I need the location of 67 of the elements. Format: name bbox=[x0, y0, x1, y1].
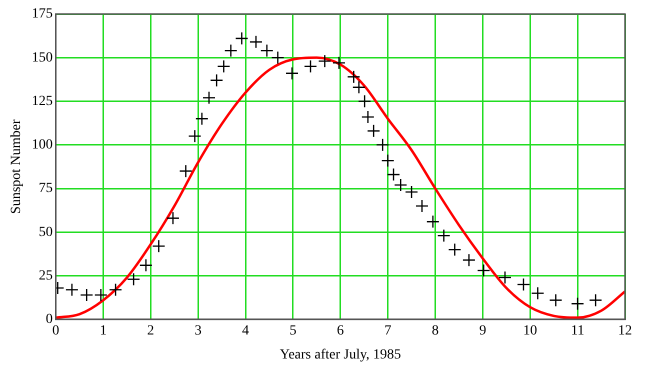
point bbox=[94, 288, 108, 302]
point bbox=[108, 283, 122, 296]
y-tick-label: 100 bbox=[32, 138, 53, 153]
point bbox=[126, 272, 140, 286]
point bbox=[448, 242, 462, 256]
x-tick-label: 5 bbox=[289, 323, 296, 338]
point bbox=[285, 66, 299, 80]
point bbox=[366, 124, 380, 138]
x-tick-label: 3 bbox=[194, 323, 202, 338]
point bbox=[426, 215, 440, 228]
point bbox=[531, 286, 544, 300]
x-axis-title: Years after July, 1985 bbox=[280, 347, 402, 362]
x-tick-label: 12 bbox=[618, 323, 632, 338]
point bbox=[477, 264, 490, 278]
x-tick-label: 11 bbox=[570, 323, 584, 338]
point bbox=[352, 80, 366, 94]
point bbox=[260, 44, 274, 58]
point bbox=[498, 270, 512, 284]
x-tick-label: 10 bbox=[523, 323, 538, 338]
point bbox=[217, 60, 230, 74]
point bbox=[202, 91, 216, 104]
point bbox=[304, 60, 318, 74]
point bbox=[332, 56, 346, 70]
point bbox=[249, 35, 263, 49]
point bbox=[80, 288, 94, 302]
point bbox=[386, 168, 400, 182]
y-tick-label: 0 bbox=[46, 312, 53, 328]
y-axis-title: Sunspot Number bbox=[9, 119, 24, 214]
point bbox=[152, 239, 166, 253]
point bbox=[394, 178, 408, 192]
point bbox=[139, 258, 153, 272]
x-tick-label: 9 bbox=[479, 323, 486, 338]
y-tick-label: 75 bbox=[38, 181, 53, 196]
point bbox=[549, 294, 562, 307]
x-tick-label: 8 bbox=[432, 323, 439, 338]
point bbox=[166, 212, 180, 225]
point bbox=[588, 294, 602, 307]
x-tick-label: 4 bbox=[242, 323, 250, 338]
point bbox=[318, 54, 332, 68]
point bbox=[415, 199, 429, 213]
x-tick-label: 2 bbox=[147, 323, 154, 338]
point bbox=[361, 110, 375, 124]
point bbox=[210, 74, 224, 87]
point bbox=[347, 70, 360, 84]
x-tick-label: 1 bbox=[100, 323, 107, 338]
x-tick-label: 6 bbox=[336, 323, 344, 338]
y-tick-label: 50 bbox=[38, 224, 53, 240]
point bbox=[462, 253, 476, 267]
y-tick-label: 175 bbox=[32, 6, 53, 22]
point bbox=[65, 283, 79, 296]
point bbox=[358, 94, 372, 108]
point bbox=[437, 228, 450, 242]
y-tick-label: 150 bbox=[32, 50, 53, 66]
point bbox=[235, 32, 248, 46]
point bbox=[376, 138, 390, 152]
y-tick-label: 125 bbox=[32, 94, 53, 109]
point bbox=[188, 130, 202, 143]
point bbox=[195, 112, 209, 126]
point bbox=[179, 164, 192, 178]
point bbox=[271, 50, 284, 64]
x-tick-label: 7 bbox=[384, 323, 392, 338]
point bbox=[404, 185, 418, 199]
point bbox=[381, 154, 394, 168]
y-tick-label: 25 bbox=[38, 268, 53, 284]
point bbox=[516, 278, 530, 292]
point bbox=[570, 297, 584, 310]
point bbox=[224, 44, 238, 58]
